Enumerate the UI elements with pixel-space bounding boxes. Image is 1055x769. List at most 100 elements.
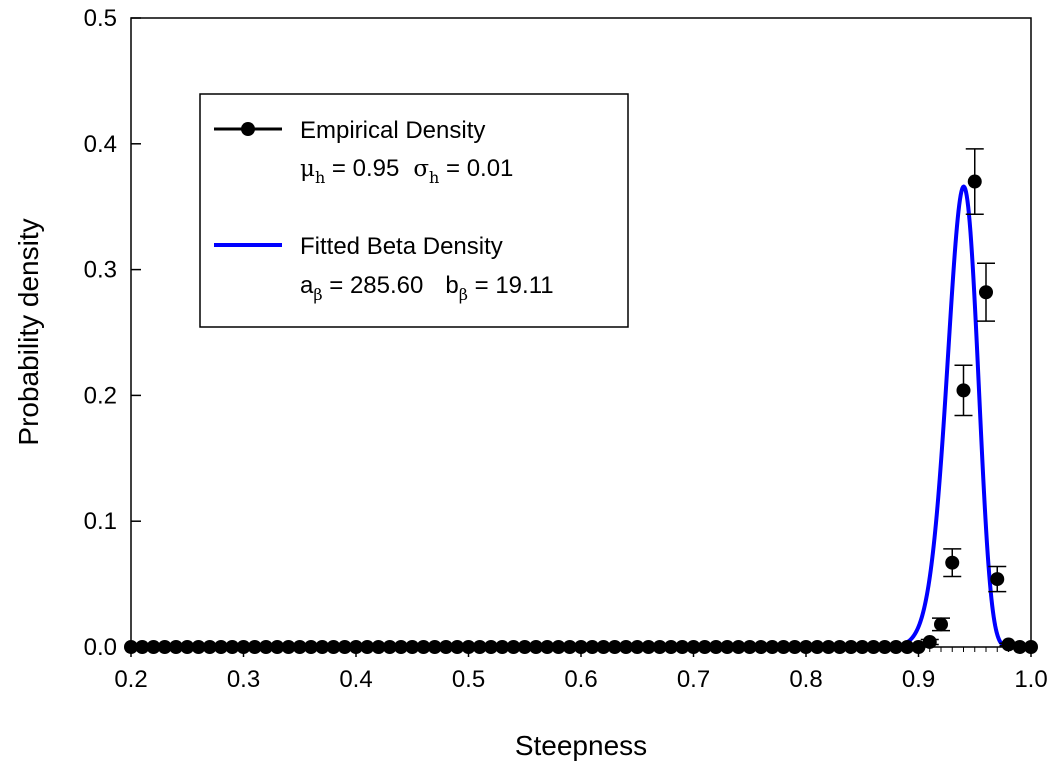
legend: Empirical Density μh = 0.95 σh = 0.01 Fit… (199, 93, 629, 328)
empirical-point (709, 640, 723, 654)
empirical-point (259, 640, 273, 654)
empirical-point (866, 640, 881, 654)
empirical-point (844, 640, 858, 654)
empirical-point (326, 640, 341, 654)
empirical-point (607, 640, 622, 654)
x-tick-label: 0.5 (452, 666, 485, 693)
empirical-point (889, 640, 903, 654)
empirical-point (247, 640, 262, 654)
legend-b-value: = 19.11 (468, 272, 554, 299)
empirical-point (360, 640, 375, 654)
empirical-point (922, 634, 937, 649)
legend-sigma-sub: h (429, 168, 439, 187)
empirical-point (146, 640, 161, 654)
empirical-point (979, 285, 993, 300)
empirical-point (934, 617, 948, 632)
legend-a-sub: β (313, 285, 322, 304)
empirical-points-layer (124, 148, 1038, 654)
empirical-point (517, 640, 532, 654)
legend-mu-sigma: μh = 0.95 σh = 0.01 (300, 155, 513, 187)
empirical-point (169, 640, 183, 654)
empirical-point (1024, 640, 1038, 654)
x-tick-label: 0.7 (677, 666, 710, 693)
empirical-point (877, 640, 892, 654)
x-axis-title: Steepness (515, 730, 647, 761)
empirical-point (810, 640, 825, 654)
legend-empirical-marker (241, 122, 255, 136)
empirical-point (202, 640, 217, 654)
empirical-point (281, 640, 296, 654)
empirical-point (450, 640, 465, 654)
y-axis-ticks: 0.0 0.1 0.2 0.3 0.4 0.5 (84, 5, 141, 661)
x-tick-label: 0.3 (227, 666, 260, 693)
empirical-point (484, 640, 498, 654)
legend-b-letter: b (445, 272, 458, 299)
empirical-point (956, 383, 971, 398)
empirical-point (776, 640, 791, 654)
empirical-point (596, 640, 611, 654)
y-axis-title: Probability density (13, 218, 44, 445)
empirical-point (472, 640, 487, 654)
x-tick-label: 0.4 (339, 666, 372, 693)
empirical-point (574, 640, 588, 654)
empirical-point (720, 640, 735, 654)
legend-a-letter: a (300, 272, 314, 299)
empirical-point (787, 640, 802, 654)
empirical-point (214, 640, 228, 654)
x-axis-ticks: 0.2 0.3 0.4 0.5 0.6 0.7 0.8 0.9 1.0 (114, 647, 1048, 693)
empirical-point (270, 640, 285, 654)
legend-mu-sub: h (315, 168, 325, 187)
empirical-point (630, 640, 645, 654)
empirical-point (135, 640, 150, 654)
empirical-point (664, 640, 678, 654)
empirical-point (427, 640, 442, 654)
empirical-point (304, 640, 318, 654)
x-tick-label: 0.6 (564, 666, 597, 693)
legend-a-b-params: aβ = 285.60 bβ = 19.11 (300, 272, 554, 304)
empirical-point (529, 640, 543, 654)
y-tick-label: 0.5 (84, 5, 117, 32)
empirical-point (855, 640, 870, 654)
empirical-point (236, 640, 251, 654)
empirical-point (394, 640, 408, 654)
empirical-point (821, 640, 836, 654)
empirical-point (742, 640, 757, 654)
empirical-point (1012, 640, 1027, 654)
empirical-point (337, 640, 352, 654)
legend-mu-symbol: μ (300, 156, 315, 182)
empirical-point (686, 640, 701, 654)
empirical-point (799, 640, 813, 654)
empirical-point (551, 640, 566, 654)
empirical-point (382, 640, 397, 654)
y-tick-label: 0.4 (84, 131, 117, 158)
empirical-point (315, 640, 330, 654)
legend-fitted-label: Fitted Beta Density (300, 233, 503, 260)
empirical-point (675, 640, 690, 654)
empirical-point (619, 640, 633, 654)
legend-b-sub: β (459, 285, 468, 304)
x-tick-label: 0.9 (902, 666, 935, 693)
empirical-point (900, 640, 915, 654)
empirical-point (911, 640, 926, 654)
empirical-point (967, 174, 982, 189)
y-tick-label: 0.3 (84, 257, 117, 284)
empirical-point (562, 640, 577, 654)
empirical-point (506, 640, 521, 654)
empirical-point (292, 640, 307, 654)
y-tick-label: 0.0 (84, 634, 117, 661)
empirical-point (495, 640, 510, 654)
x-tick-label: 0.8 (789, 666, 822, 693)
empirical-point (124, 640, 138, 654)
x-tick-label: 1.0 (1014, 666, 1047, 693)
empirical-point (349, 640, 363, 654)
x-tick-label: 0.2 (114, 666, 147, 693)
empirical-point (225, 640, 240, 654)
empirical-point (439, 640, 453, 654)
empirical-point (180, 640, 195, 654)
legend-a-value: = 285.60 (323, 272, 424, 299)
empirical-point (405, 640, 420, 654)
empirical-point (416, 640, 431, 654)
empirical-point (652, 640, 667, 654)
empirical-point (641, 640, 656, 654)
